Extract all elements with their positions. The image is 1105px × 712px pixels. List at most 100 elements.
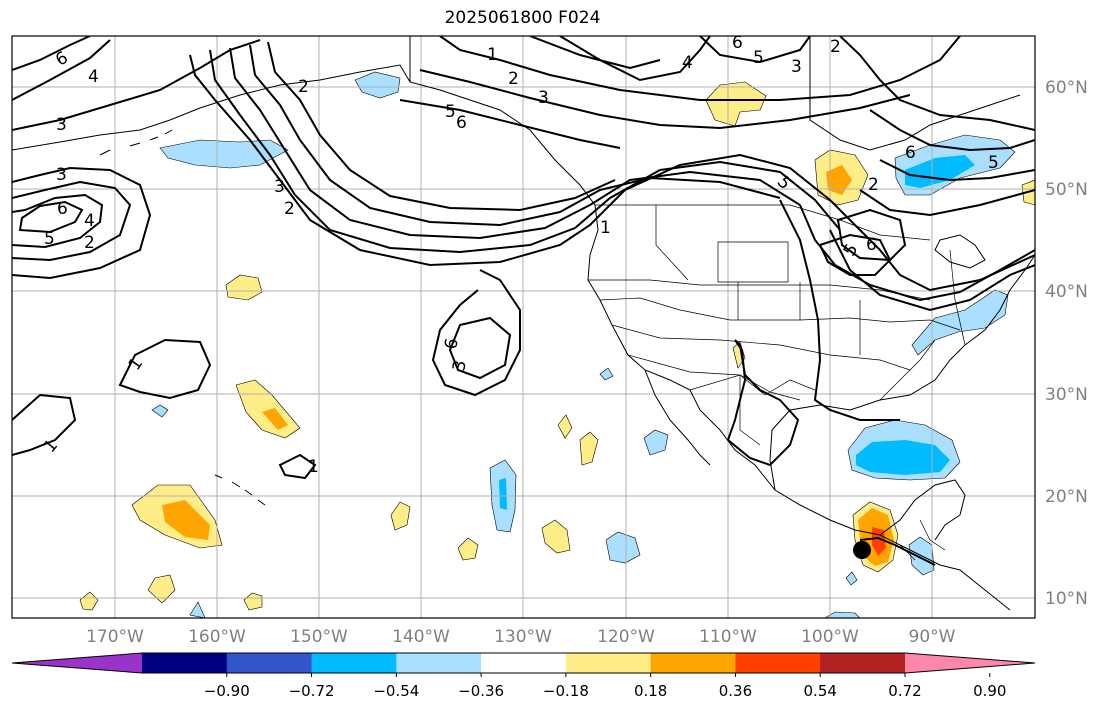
shade-yellow-patch <box>235 379 301 439</box>
contour-line <box>869 109 1035 152</box>
colorbar-tick-label: −0.54 <box>373 682 419 700</box>
contour-label: 3 <box>56 165 67 185</box>
lat-label: 50°N <box>1045 180 1088 200</box>
lat-label: 30°N <box>1045 385 1088 405</box>
contour-label: 5 <box>445 102 456 122</box>
contour-label: 1 <box>40 436 62 457</box>
contour-line <box>118 338 212 400</box>
colorbar-tick-label: −0.90 <box>204 682 250 700</box>
shade-lightblue-patch <box>599 367 614 381</box>
lon-label: 150°W <box>290 627 348 647</box>
contour-line <box>829 229 1035 312</box>
colorbar-tick-label: 0.72 <box>888 682 921 700</box>
yucatan-coastline <box>879 479 966 541</box>
contour-label: 6 <box>732 33 743 53</box>
baja-california-coastline <box>644 369 711 466</box>
contour-line <box>699 36 811 64</box>
contour-line <box>818 233 892 276</box>
contour-line <box>189 54 881 267</box>
shade-yellow-patch <box>225 274 263 301</box>
north-america-coastline <box>409 36 1011 611</box>
contour-label: 1 <box>600 218 611 238</box>
hudson-bay-coastline <box>809 36 1021 151</box>
hawaii-islands <box>214 474 266 506</box>
lon-label: 170°W <box>86 627 144 647</box>
contour-label: 6 <box>441 337 463 351</box>
shade-blue-patch <box>856 440 950 475</box>
gulf-of-mexico-coastline <box>769 344 966 491</box>
contour-line <box>439 36 961 101</box>
contour-line <box>839 36 1035 131</box>
shade-yellow-patch <box>579 431 599 466</box>
shade-yellow-patch <box>243 592 263 611</box>
contour-line <box>399 99 621 149</box>
contour-label: 5 <box>753 48 764 68</box>
colorbar-bin <box>650 653 736 673</box>
contour-label: 3 <box>56 115 67 135</box>
contour-line <box>12 393 77 456</box>
contour-line <box>726 339 800 467</box>
shade-lightblue-patch <box>189 601 206 618</box>
contour-line <box>859 189 1035 217</box>
colorbar-bin <box>142 653 228 673</box>
map-frame <box>11 35 1036 619</box>
contour-label: 4 <box>682 53 693 73</box>
contour-line <box>448 316 512 380</box>
lon-label: 140°W <box>392 627 450 647</box>
lon-label: 100°W <box>801 627 859 647</box>
colorbar-bin <box>396 653 482 673</box>
shade-yellow-patch <box>557 414 573 439</box>
shade-orange-patch <box>262 408 288 430</box>
lon-label: 120°W <box>597 627 655 647</box>
alaska-coastline <box>12 64 411 151</box>
contour-label: 6 <box>52 48 71 71</box>
contour-label: 6 <box>456 113 467 133</box>
great-lakes <box>934 234 986 269</box>
shade-lightblue-patch <box>845 571 858 586</box>
aleutian-islands <box>99 129 173 156</box>
contour-label: 2 <box>84 233 95 253</box>
contour-line <box>18 200 84 234</box>
lat-label: 60°N <box>1045 78 1088 98</box>
political-borders <box>588 204 966 561</box>
colorbar-bin <box>735 653 821 673</box>
shade-lightblue-patch <box>354 71 401 99</box>
contour-line <box>879 249 1035 292</box>
shade-yellow-patch <box>705 81 767 127</box>
contour-label: 3 <box>449 359 471 373</box>
contour-label: 6 <box>866 235 877 255</box>
colorbar-bin <box>226 653 313 673</box>
colorbar-extend-low <box>12 653 142 673</box>
contour-label: 3 <box>791 57 802 77</box>
colorbar: −0.90 −0.72 −0.54 −0.36 −0.18 0.18 0.36 0.54 0.7… <box>11 652 1036 700</box>
shade-blue-patch <box>905 155 975 188</box>
contour-label-group: 6 4 3 3 6 4 5 2 1 2 3 5 6 4 5 6 3 2 2 3 … <box>40 33 999 477</box>
colorbar-tick-label: −0.18 <box>543 682 589 700</box>
contour-line <box>779 199 900 421</box>
shade-yellow-patch <box>541 519 571 554</box>
chart-title: 2025061800 F024 <box>444 8 601 28</box>
shade-orange-patch <box>162 500 210 540</box>
contour-label: 5 <box>44 229 55 249</box>
lon-label: 110°W <box>699 627 757 647</box>
contour-label: 4 <box>88 67 99 87</box>
contour-label: 3 <box>274 177 285 197</box>
lon-label: 90°W <box>909 627 956 647</box>
contour-line <box>12 166 152 280</box>
contour-line <box>267 41 616 212</box>
contour-line <box>12 36 91 71</box>
contour-line <box>229 47 801 240</box>
contour-line <box>836 208 907 262</box>
contour-line <box>879 159 1035 182</box>
colorbar-bin <box>565 653 652 673</box>
contour-line <box>419 69 911 130</box>
lat-label: 40°N <box>1045 282 1088 302</box>
contour-label: 1 <box>125 354 148 374</box>
contour-label: 2 <box>284 199 295 219</box>
contour-label: 6 <box>57 199 68 219</box>
colorbar-tick-label: −0.72 <box>289 682 335 700</box>
contour-line <box>12 39 111 101</box>
contour-line <box>12 193 104 249</box>
contour-label: 4 <box>84 211 95 231</box>
